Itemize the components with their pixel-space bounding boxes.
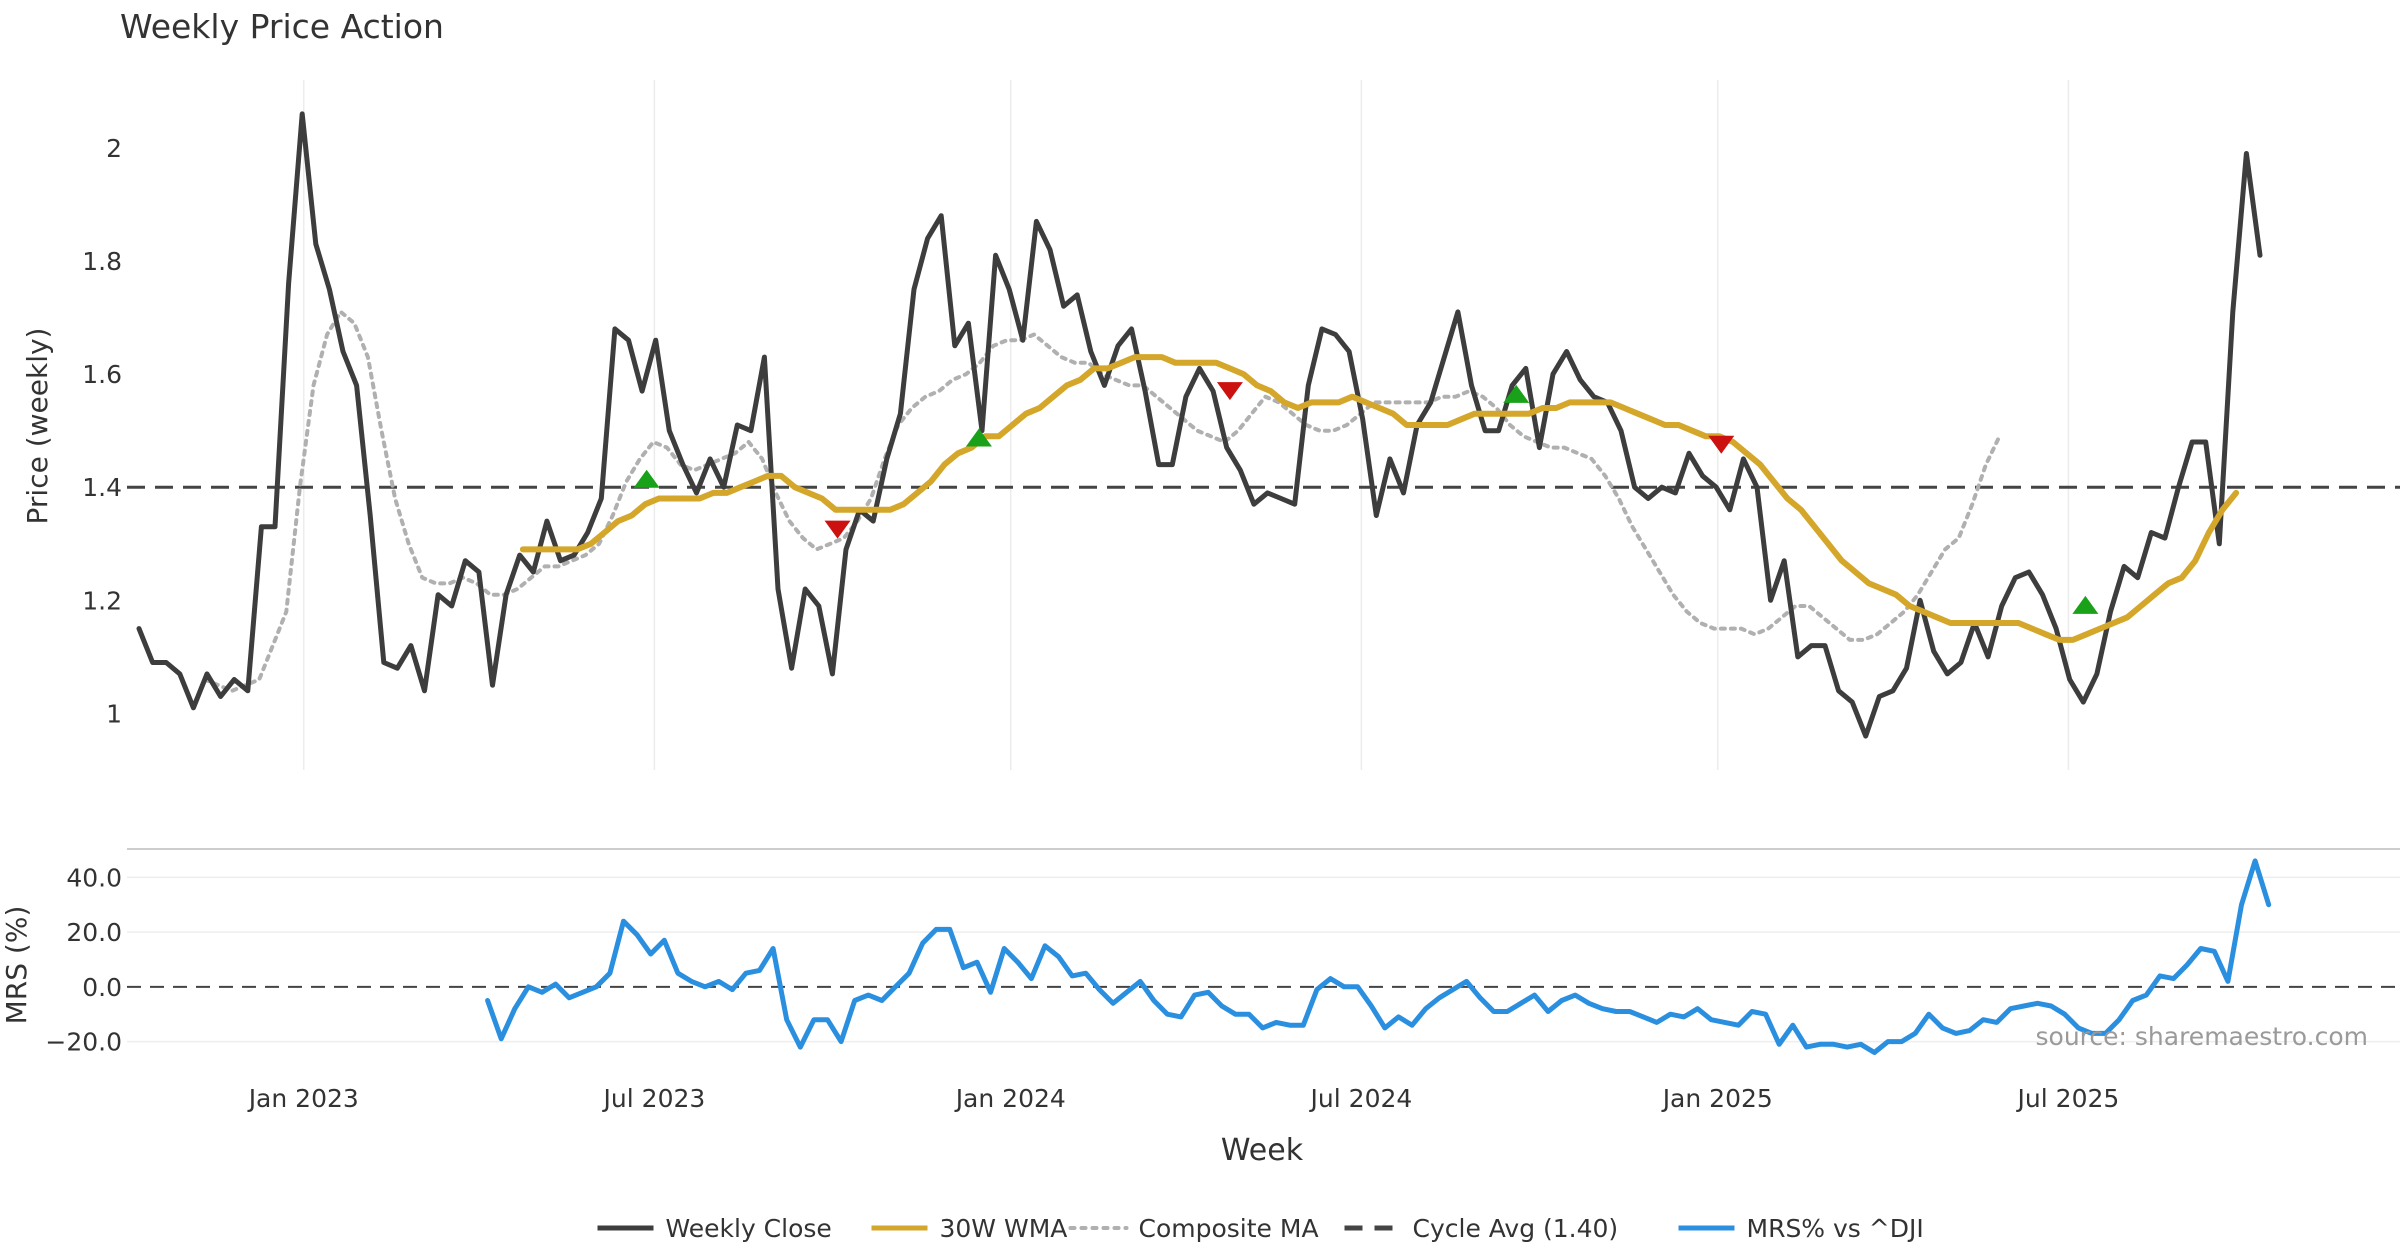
- sell-signal-marker: [1216, 382, 1243, 401]
- sell-signal-marker: [1708, 435, 1735, 454]
- legend-item-cycle-avg-1-40: Cycle Avg (1.40): [1344, 1214, 1619, 1243]
- legend-item-mrs-vs-dji: MRS% vs ^DJI: [1678, 1214, 1924, 1243]
- series-30w-wma: [519, 354, 2240, 643]
- legend-label: MRS% vs ^DJI: [1747, 1214, 1924, 1243]
- legend-label: Cycle Avg (1.40): [1413, 1214, 1619, 1243]
- legend-label: 30W WMA: [940, 1214, 1068, 1243]
- legend-item-30w-wma: 30W WMA: [871, 1214, 1068, 1243]
- x-tick-label: Jul 2023: [602, 1084, 706, 1113]
- x-tick-label: Jan 2023: [247, 1084, 359, 1113]
- series-weekly-close: [136, 111, 2263, 739]
- legend: Weekly Close 30W WMA Composite MA Cycle Avg…: [597, 1214, 1924, 1243]
- mrs-y-tick-label: 40.0: [66, 863, 122, 892]
- mrs-y-tick-label: 0.0: [82, 973, 122, 1002]
- price-y-tick-label: 1.4: [82, 473, 122, 502]
- mrs-y-axis-label: MRS (%): [0, 906, 33, 1025]
- price-y-tick-label: 1.6: [82, 360, 122, 389]
- sell-signal-marker: [824, 520, 851, 539]
- buy-signal-marker: [2072, 595, 2099, 614]
- x-tick-label: Jul 2024: [1309, 1084, 1413, 1113]
- mrs-y-tick-label: −20.0: [45, 1028, 122, 1057]
- x-tick-labels: Jan 2023 Jul 2023 Jan 2024 Jul 2024 Jan 2025…: [247, 1084, 2120, 1113]
- mrs-series-group: [485, 858, 2272, 1055]
- mrs-y-tick-labels: −20.0 0.0 20.0 40.0: [45, 863, 122, 1056]
- signal-markers: [633, 382, 2099, 614]
- legend-item-composite-ma: Composite MA: [1068, 1214, 1319, 1243]
- x-tick-label: Jul 2025: [2016, 1084, 2120, 1113]
- buy-signal-marker: [1503, 384, 1530, 403]
- legend-label: Composite MA: [1139, 1214, 1319, 1243]
- legend-label: Weekly Close: [666, 1214, 832, 1243]
- chart-title: Weekly Price Action: [120, 7, 444, 46]
- price-y-tick-label: 1.2: [82, 586, 122, 615]
- mrs-y-tick-label: 20.0: [66, 918, 122, 947]
- mrs-gridlines: [127, 876, 2400, 1043]
- buy-signal-marker: [965, 428, 992, 447]
- price-y-tick-labels: 1 1.2 1.4 1.6 1.8 2: [82, 134, 122, 729]
- price-y-axis-label: Price (weekly): [21, 328, 54, 525]
- price-y-tick-label: 1: [106, 699, 122, 728]
- legend-item-weekly-close: Weekly Close: [597, 1214, 832, 1243]
- series-mrs-vs-dji: [485, 858, 2272, 1055]
- price-y-tick-label: 2: [106, 134, 122, 163]
- buy-signal-marker: [633, 469, 660, 488]
- x-tick-label: Jan 2025: [1661, 1084, 1773, 1113]
- x-tick-label: Jan 2024: [954, 1084, 1066, 1113]
- source-note: source: sharemaestro.com: [2036, 1022, 2369, 1051]
- price-series-group: [136, 111, 2263, 739]
- x-axis-label: Week: [1221, 1133, 1304, 1168]
- price-y-tick-label: 1.8: [82, 247, 122, 276]
